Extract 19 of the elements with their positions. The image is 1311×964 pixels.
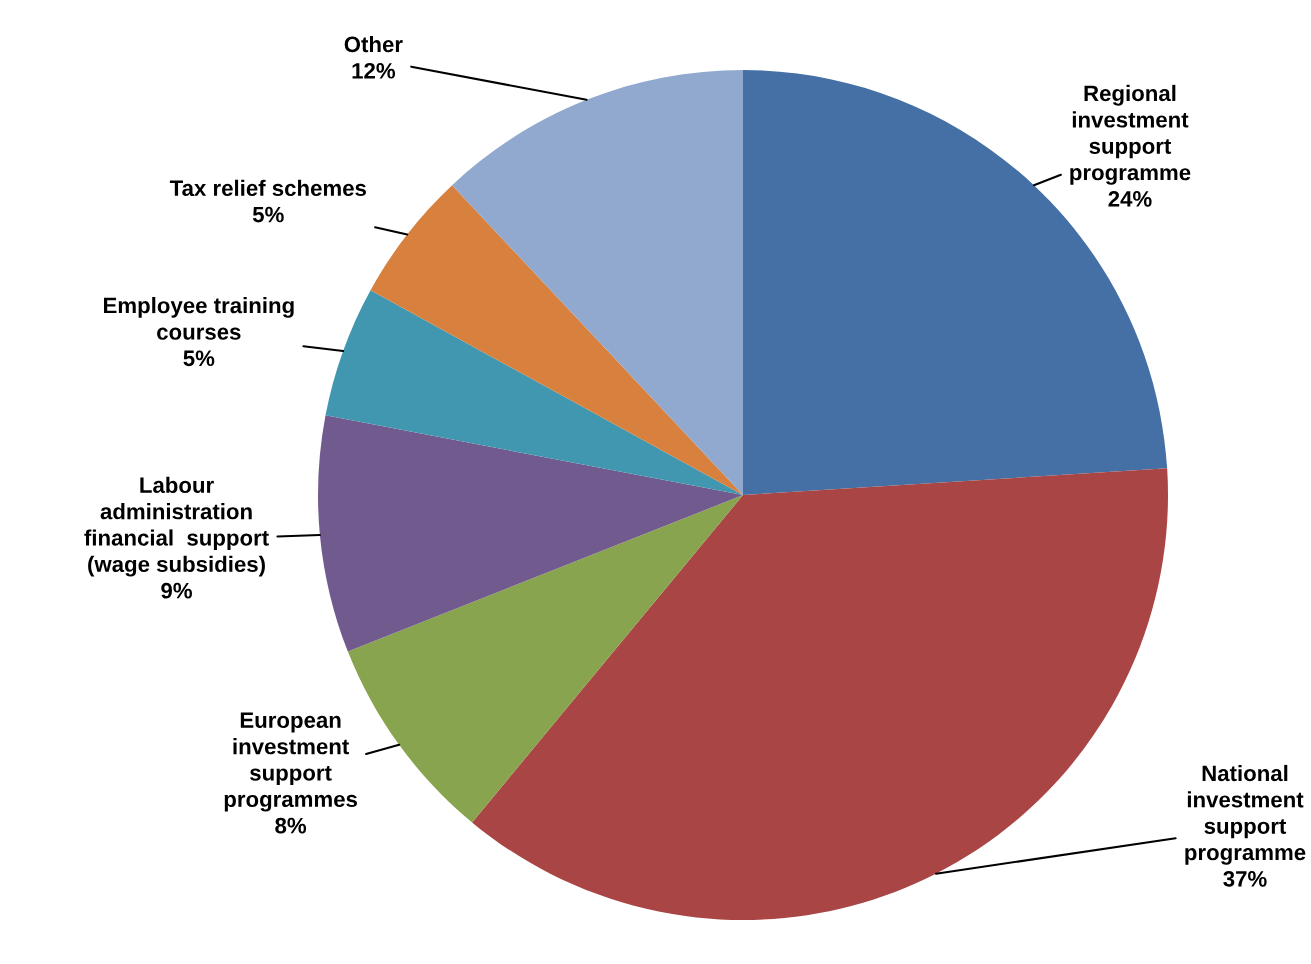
slice-label: Regional investment support programme [1070, 84, 1191, 185]
pie-slice [452, 70, 743, 495]
pie-slice [318, 415, 743, 652]
data-label: 9% [161, 582, 192, 599]
slice-label: National investment support programme [1185, 764, 1306, 865]
pie-slice [472, 468, 1168, 920]
data-label: 5% [252, 206, 284, 223]
slice-label: European investment support programmes [224, 712, 357, 812]
slice-label: Tax relief schemes [169, 179, 366, 197]
data-label: 8% [275, 817, 307, 834]
pie-slice [370, 185, 743, 495]
data-label: 24% [1108, 191, 1152, 207]
slice-label: Other [344, 35, 403, 53]
data-label: 5% [183, 350, 215, 367]
data-label: 12% [352, 62, 396, 79]
data-label: 37% [1223, 870, 1267, 887]
pie-slice [325, 290, 743, 495]
slice-label: Labour administration financial support (wage subsidies) [84, 476, 269, 577]
slice-label: Employee training courses [104, 297, 294, 340]
